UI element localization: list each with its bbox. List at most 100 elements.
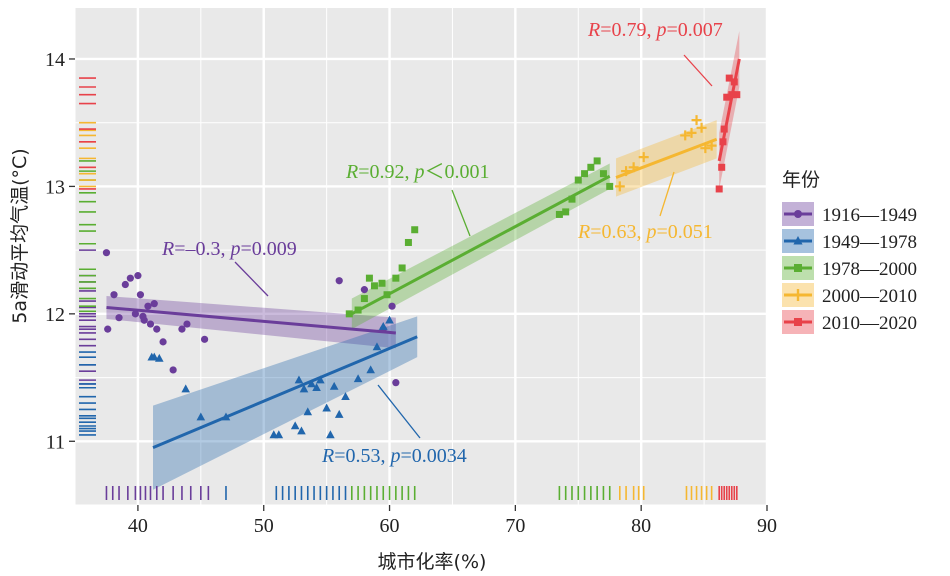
- data-point: [345, 310, 353, 318]
- data-point: [700, 143, 711, 154]
- data-point: [621, 166, 632, 177]
- data-point: [365, 274, 373, 282]
- data-point: [115, 314, 123, 322]
- data-point: [329, 381, 339, 390]
- data-point: [149, 352, 159, 361]
- data-point: [725, 74, 733, 82]
- data-point: [606, 182, 614, 190]
- data-point: [341, 392, 350, 400]
- data-point: [555, 210, 563, 218]
- data-point: [196, 412, 206, 421]
- data-point: [706, 140, 717, 151]
- annotation-label: R=0.53, p=0.0034: [321, 445, 467, 467]
- data-point: [297, 426, 306, 435]
- annotation-leader-line: [234, 261, 269, 297]
- x-tick-label: 80: [631, 515, 651, 537]
- annotation-label: R=0.79, p=0.007: [587, 19, 723, 41]
- data-point: [366, 365, 375, 374]
- data-point: [691, 115, 702, 126]
- data-point: [599, 170, 607, 178]
- data-point: [354, 306, 362, 314]
- y-tick-label: 11: [46, 431, 65, 453]
- data-point: [378, 279, 386, 287]
- data-point: [360, 295, 368, 303]
- data-point: [723, 93, 731, 101]
- data-point: [404, 238, 412, 246]
- data-point: [686, 127, 697, 138]
- data-point: [294, 375, 304, 384]
- data-point: [134, 272, 142, 280]
- legend-marker: [794, 210, 802, 218]
- data-point: [360, 286, 368, 294]
- data-point: [715, 185, 723, 193]
- data-point: [353, 374, 363, 383]
- fit-lines: [106, 58, 741, 450]
- data-point: [680, 130, 691, 141]
- y-tick-label: 12: [45, 304, 65, 326]
- legend-label: 2010—2020: [822, 313, 917, 334]
- data-point: [628, 162, 639, 173]
- y-axis-title: 5a滑动平均气温(°C): [9, 148, 31, 323]
- data-point: [385, 315, 394, 324]
- legend-label: 1978—2000: [822, 259, 917, 280]
- fit-line: [152, 335, 418, 450]
- data-point: [290, 421, 300, 430]
- data-point: [372, 342, 382, 351]
- data-point: [326, 430, 335, 439]
- data-point: [140, 316, 148, 324]
- fit-line: [106, 305, 396, 335]
- annotation-label: R=–0.3, p=0.009: [161, 238, 297, 260]
- data-point: [574, 176, 582, 184]
- rug-marks: [79, 77, 738, 500]
- x-tick-label: 40: [128, 515, 148, 537]
- y-tick-label: 14: [45, 49, 65, 71]
- data-point: [299, 384, 309, 393]
- data-point: [392, 274, 400, 282]
- x-tick-label: 70: [505, 515, 525, 537]
- confidence-band: [153, 316, 418, 490]
- data-point: [593, 157, 601, 165]
- data-point: [730, 78, 738, 86]
- data-point: [150, 300, 158, 308]
- data-point: [181, 384, 191, 393]
- data-point: [370, 282, 378, 290]
- data-point: [153, 325, 161, 333]
- axes: 40 50 60 70 80 90 11 12 13 14: [45, 49, 777, 537]
- data-point: [154, 353, 164, 362]
- legend-marker: [794, 318, 802, 326]
- data-point: [126, 274, 134, 282]
- legend-title: 年份: [782, 169, 820, 191]
- data-point: [136, 291, 145, 299]
- legend-label: 1916—1949: [822, 205, 917, 226]
- data-point: [378, 321, 388, 330]
- data-point: [183, 320, 191, 328]
- data-point: [221, 412, 231, 421]
- data-point: [121, 280, 129, 289]
- data-point: [312, 383, 321, 392]
- data-point: [728, 91, 736, 99]
- annotation-leader-line: [659, 171, 675, 217]
- data-point: [335, 277, 343, 285]
- legend-label: 2000—2010: [822, 286, 917, 307]
- data-point: [178, 325, 186, 333]
- legend-label: 1949—1978: [822, 232, 917, 253]
- data-point: [696, 122, 707, 133]
- annotations: R=–0.3, p=0.009 R=0.53, p=0.0034 R=0.92, p…: [161, 19, 723, 467]
- data-point: [383, 291, 391, 299]
- data-point: [303, 407, 313, 416]
- gridlines: [74, 8, 769, 506]
- data-point: [146, 320, 155, 328]
- data-points: [102, 74, 741, 439]
- data-point: [307, 379, 316, 388]
- data-point: [568, 195, 576, 203]
- data-point: [562, 208, 570, 216]
- data-point: [104, 325, 112, 333]
- data-point: [102, 249, 111, 257]
- y-tick-label: 13: [45, 176, 65, 198]
- data-point: [144, 302, 152, 310]
- data-point: [733, 91, 741, 99]
- fit-line: [351, 174, 611, 316]
- annotation-label: R=0.92, p＜0.001: [345, 161, 490, 183]
- data-point: [110, 291, 118, 299]
